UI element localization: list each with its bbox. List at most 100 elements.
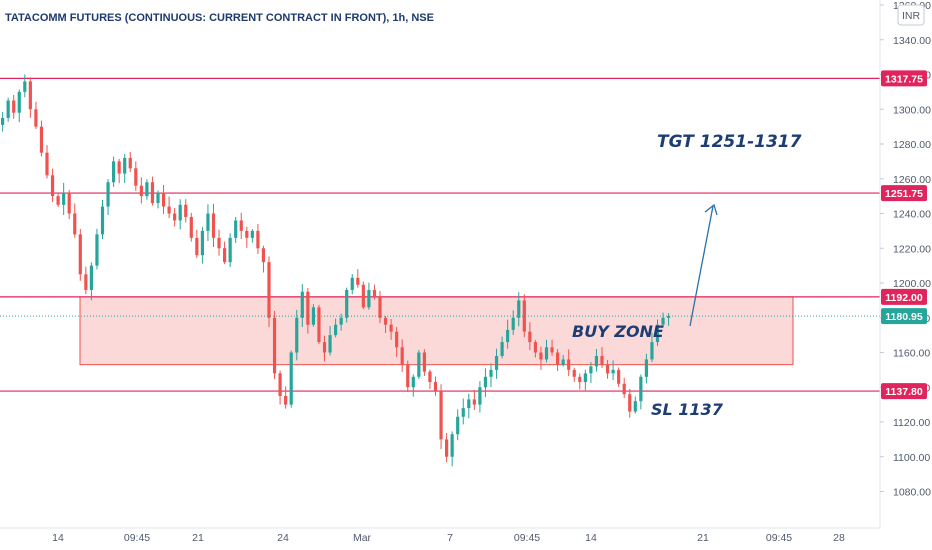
candle — [34, 101, 38, 130]
x-tick-label: 28 — [833, 532, 845, 544]
candle — [350, 274, 354, 295]
candle — [67, 189, 71, 220]
candle — [134, 161, 138, 191]
chart-title: TATACOMM FUTURES (CONTINUOUS: CURRENT CO… — [5, 12, 434, 24]
candle — [433, 376, 438, 396]
candle — [278, 370, 282, 405]
candle — [522, 294, 526, 338]
x-tick-label: 21 — [697, 532, 709, 544]
candle — [600, 347, 604, 368]
candle — [650, 332, 654, 363]
candle — [228, 233, 232, 267]
candle — [206, 204, 210, 242]
candle — [450, 431, 454, 467]
candle — [589, 362, 593, 383]
x-tick-label: 09:45 — [766, 532, 792, 544]
candle — [383, 315, 388, 334]
candle — [328, 326, 332, 356]
candle — [156, 190, 160, 209]
candle — [561, 354, 565, 367]
y-tick-label: 1120.00 — [893, 417, 930, 429]
candle — [483, 368, 488, 397]
candle — [234, 216, 238, 243]
candle — [139, 177, 143, 204]
candle — [361, 281, 365, 310]
y-tick-label: 1280.00 — [893, 139, 931, 151]
y-tick-label: 1240.00 — [893, 209, 931, 221]
candle — [528, 322, 532, 351]
price-label: 1180.95 — [881, 308, 927, 325]
candle — [617, 367, 621, 387]
candle — [539, 346, 543, 370]
candle — [655, 319, 660, 346]
candle — [73, 203, 77, 238]
price-label: 1192.00 — [881, 288, 927, 305]
candle — [411, 374, 415, 397]
candle — [284, 386, 288, 409]
candle — [23, 74, 27, 98]
candle — [295, 309, 299, 361]
candle — [145, 179, 149, 200]
candle — [572, 367, 576, 382]
x-tick-label: 14 — [585, 532, 597, 544]
candle — [272, 310, 277, 380]
candle — [661, 312, 665, 327]
candle — [106, 179, 110, 216]
candle — [267, 256, 271, 328]
currency-label: INR — [902, 10, 921, 22]
candle — [461, 398, 465, 425]
candle — [322, 335, 327, 362]
candle — [478, 381, 482, 413]
price-label: 1251.75 — [881, 185, 927, 202]
candle — [406, 360, 410, 393]
svg-text:1251.75: 1251.75 — [885, 188, 923, 200]
candle — [200, 226, 204, 264]
candle — [667, 313, 671, 326]
candle — [239, 212, 243, 240]
candle — [189, 212, 193, 242]
candle — [261, 245, 266, 273]
candle — [556, 349, 560, 371]
currency-badge[interactable]: INR — [897, 4, 925, 26]
candle — [173, 207, 177, 227]
y-tick-label: 1200.00 — [893, 278, 931, 290]
candle — [62, 182, 66, 215]
candle — [633, 396, 637, 414]
plot-background — [0, 0, 880, 550]
x-tick-label: 09:45 — [514, 532, 540, 544]
candle — [150, 176, 155, 206]
candle — [567, 349, 571, 377]
candle — [256, 224, 260, 254]
candle — [56, 192, 60, 207]
svg-text:1180.95: 1180.95 — [885, 311, 923, 323]
y-tick-label: 1340.00 — [893, 35, 931, 47]
candle — [489, 363, 493, 388]
target-arrow — [689, 203, 718, 327]
candle — [178, 199, 182, 230]
candle — [217, 229, 221, 256]
candle — [622, 377, 626, 399]
candle — [334, 318, 338, 338]
x-tick-label: 24 — [277, 532, 289, 544]
candle — [367, 282, 371, 310]
time-axis[interactable]: 14 09:45 21 24 Mar 7 09:45 14 21 09:45 28 — [52, 532, 845, 544]
candle — [506, 319, 510, 349]
candle — [250, 229, 254, 243]
candle — [511, 310, 515, 336]
buy-zone-label: BUY ZONE — [572, 322, 664, 341]
candle — [456, 409, 460, 441]
candle — [445, 433, 449, 463]
candle — [583, 369, 587, 391]
candle — [89, 262, 93, 301]
candle — [84, 266, 88, 295]
candle — [12, 94, 16, 119]
candle — [245, 226, 249, 248]
x-tick-label: Mar — [353, 532, 372, 544]
candle — [45, 145, 49, 179]
candle — [317, 304, 321, 344]
candle — [400, 339, 404, 372]
candle — [578, 373, 582, 390]
candle — [167, 196, 171, 219]
annotations: TGT 1251-1317 BUY ZONE SL 1137 — [572, 132, 802, 419]
